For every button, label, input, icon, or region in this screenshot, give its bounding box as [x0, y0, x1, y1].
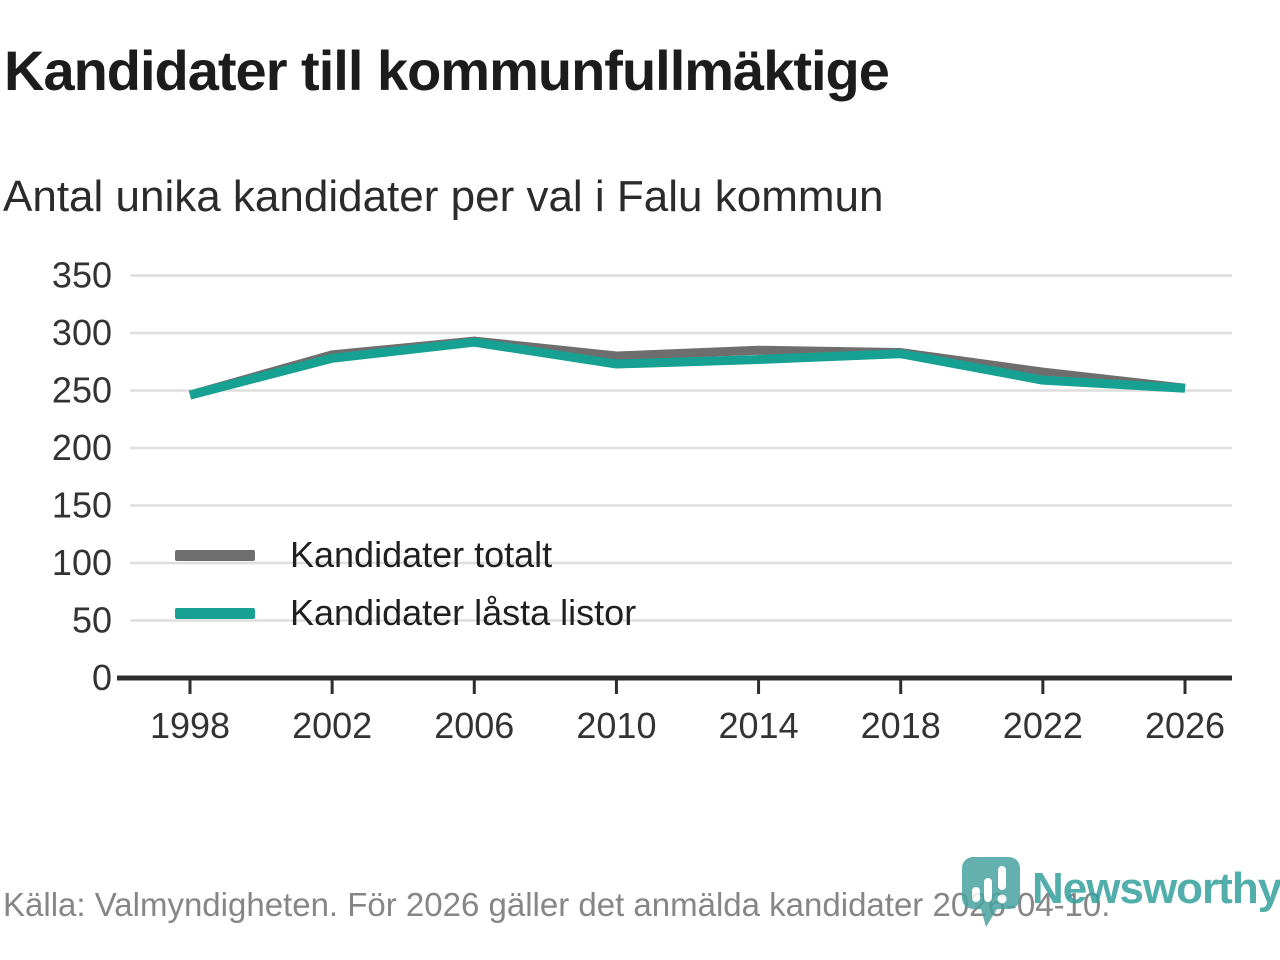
y-tick-label-100: 100	[52, 542, 112, 583]
bar-chart-bar-small	[972, 887, 980, 902]
y-tick-label-200: 200	[52, 427, 112, 468]
legend-swatch-lasta-listor	[175, 607, 255, 619]
exclamation-bar	[998, 866, 1006, 890]
y-tick-label-300: 300	[52, 312, 112, 353]
page-title: Kandidater till kommunfullmäktige	[4, 39, 890, 102]
chart-legend: Kandidater totalt Kandidater låsta listo…	[175, 526, 636, 642]
newsworthy-wordmark: Newsworthy	[1032, 864, 1280, 913]
series-line-0	[188, 336, 1186, 400]
x-tick-label-2018: 2018	[861, 705, 941, 746]
y-tick-label-350: 350	[52, 255, 112, 296]
exclamation-dot	[997, 894, 1007, 904]
bar-chart-bar-medium	[984, 878, 992, 902]
newsworthy-pin-icon	[962, 857, 1020, 927]
chart-subtitle: Antal unika kandidater per val i Falu ko…	[3, 172, 884, 221]
y-tick-label-0: 0	[92, 657, 112, 698]
x-tick-label-2014: 2014	[719, 705, 799, 746]
x-tick-label-1998: 1998	[150, 705, 230, 746]
series-line-1	[188, 337, 1186, 400]
x-tick-label-2006: 2006	[434, 705, 514, 746]
y-tick-label-50: 50	[72, 600, 112, 641]
x-tick-label-2002: 2002	[292, 705, 372, 746]
legend-swatch-totalt	[175, 549, 255, 561]
legend-label-totalt: Kandidater totalt	[290, 534, 553, 575]
legend-item-totalt: Kandidater totalt	[175, 526, 636, 584]
x-tick-label-2010: 2010	[576, 705, 656, 746]
legend-label-lasta-listor: Kandidater låsta listor	[290, 592, 637, 633]
legend-item-lasta-listor: Kandidater låsta listor	[175, 584, 636, 642]
x-tick-label-2026: 2026	[1145, 705, 1225, 746]
y-tick-label-150: 150	[52, 485, 112, 526]
x-tick-label-2022: 2022	[1003, 705, 1083, 746]
source-note: Källa: Valmyndigheten. För 2026 gäller d…	[3, 886, 1111, 923]
y-tick-label-250: 250	[52, 370, 112, 411]
newsworthy-logo[interactable]: Newsworthy	[960, 856, 1280, 930]
